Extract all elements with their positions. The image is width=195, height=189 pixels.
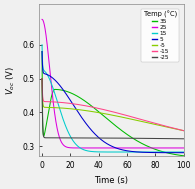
Line: -5: -5 xyxy=(42,79,183,131)
-15 xyxy=(180,129,182,131)
15 xyxy=(101,151,104,153)
-15 xyxy=(57,101,59,103)
35 xyxy=(101,114,104,116)
-5 xyxy=(57,107,59,109)
5 xyxy=(182,152,185,154)
25 xyxy=(182,147,185,149)
-15 xyxy=(41,77,43,80)
5 xyxy=(164,152,167,154)
-25 xyxy=(164,137,167,140)
35 xyxy=(57,88,59,91)
15 xyxy=(65,127,68,129)
-25 xyxy=(41,77,43,80)
-5 xyxy=(41,77,43,80)
-5 xyxy=(101,112,104,114)
25 xyxy=(180,147,182,149)
5 xyxy=(95,134,98,136)
35 xyxy=(164,151,167,154)
Line: 25: 25 xyxy=(42,19,183,148)
25 xyxy=(108,147,110,149)
25 xyxy=(57,132,59,134)
-5 xyxy=(164,126,167,128)
15 xyxy=(174,151,177,153)
X-axis label: Time (s): Time (s) xyxy=(94,176,128,185)
-15 xyxy=(182,129,185,132)
15 xyxy=(95,151,98,153)
-5 xyxy=(65,107,68,110)
Line: -25: -25 xyxy=(42,79,183,139)
25 xyxy=(95,147,98,149)
15 xyxy=(41,44,43,46)
-15 xyxy=(164,125,167,127)
-5 xyxy=(180,129,182,131)
5 xyxy=(41,50,43,53)
15 xyxy=(182,151,185,153)
5 xyxy=(180,152,182,154)
35 xyxy=(182,155,185,157)
-5 xyxy=(95,111,98,113)
25 xyxy=(65,146,68,148)
Line: 35: 35 xyxy=(42,52,183,156)
25 xyxy=(101,147,104,149)
-15 xyxy=(95,107,98,109)
15 xyxy=(180,151,182,153)
-25 xyxy=(182,138,185,140)
Legend: 35, 25, 15, 5, -5, -15, -25: 35, 25, 15, 5, -5, -15, -25 xyxy=(141,9,179,62)
-25 xyxy=(95,137,98,139)
-15 xyxy=(101,108,104,110)
Line: 5: 5 xyxy=(42,52,183,153)
15 xyxy=(164,151,167,153)
5 xyxy=(65,94,68,96)
Y-axis label: $V_{oc}$ (V): $V_{oc}$ (V) xyxy=(4,66,17,95)
-5 xyxy=(182,129,185,132)
-25 xyxy=(101,137,104,139)
35 xyxy=(41,50,43,53)
25 xyxy=(41,18,43,21)
5 xyxy=(101,139,104,142)
25 xyxy=(164,147,167,149)
15 xyxy=(57,103,59,105)
-25 xyxy=(57,137,59,139)
Line: 15: 15 xyxy=(42,45,183,152)
35 xyxy=(65,90,68,92)
35 xyxy=(95,109,98,111)
-25 xyxy=(180,138,182,140)
-15 xyxy=(65,102,68,104)
5 xyxy=(57,82,59,85)
Line: -15: -15 xyxy=(42,79,183,131)
-25 xyxy=(65,137,68,139)
35 xyxy=(180,154,182,156)
